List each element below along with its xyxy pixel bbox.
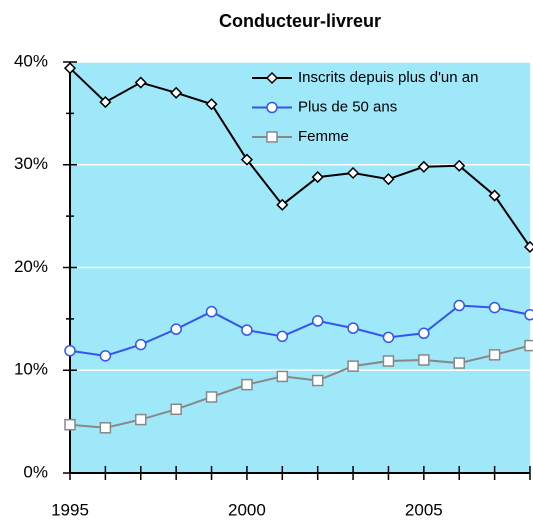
marker [241,324,253,336]
x-tick-label: 2000 [228,500,266,519]
marker [135,413,147,426]
marker [99,96,112,109]
marker [135,338,147,351]
marker [347,360,359,372]
marker [99,350,112,362]
x-tick-label: 2005 [405,500,443,519]
y-tick-label: 10% [14,360,48,379]
marker [240,153,253,166]
marker [453,357,465,369]
marker [63,62,77,75]
marker [524,309,533,321]
marker [418,354,430,366]
y-tick-label: 30% [14,154,48,173]
marker [170,403,182,416]
marker [417,160,430,173]
marker [276,330,289,343]
series-line [69,344,531,429]
legend-marker [265,71,279,85]
marker [276,370,289,383]
marker [418,327,430,340]
marker [347,166,360,180]
marker [311,171,324,184]
marker [134,76,147,89]
legend-marker [266,101,278,114]
y-tick-label: 0% [23,462,48,481]
marker [488,189,501,202]
x-tick-label: 1995 [51,500,89,519]
marker [205,305,218,318]
marker [523,240,533,254]
marker [488,349,501,361]
marker [453,299,465,312]
marker [64,418,76,431]
y-tick-label: 40% [14,51,48,70]
marker [205,98,218,111]
marker [241,378,253,391]
marker [170,323,182,335]
marker [311,374,324,387]
marker [311,315,324,327]
marker [276,198,289,211]
marker [99,422,112,434]
series-line [69,304,531,357]
legend-marker [266,131,278,143]
chart-title: Conducteur-livreur [219,11,381,31]
marker [382,173,395,186]
y-tick-label: 20% [14,257,48,276]
legend-label: Plus de 50 ans [298,98,397,115]
marker [524,339,533,352]
marker [347,322,359,334]
marker [453,159,466,172]
series-line [69,67,531,248]
marker [64,344,76,357]
marker [382,331,395,344]
marker [488,301,501,314]
marker [382,355,395,367]
marker [205,391,218,403]
legend-label: Inscrits depuis plus d'un an [298,69,478,86]
legend-label: Femme [298,128,349,145]
marker [170,86,183,99]
